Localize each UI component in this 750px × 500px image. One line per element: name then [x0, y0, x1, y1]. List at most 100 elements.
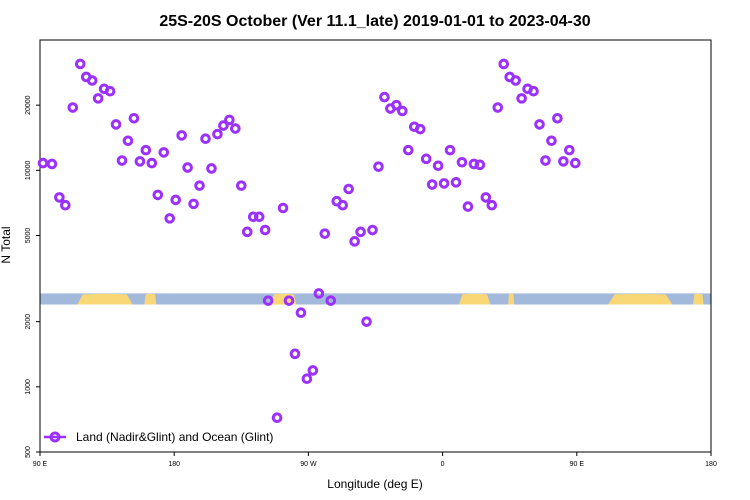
data-point [54, 192, 65, 203]
data-point [60, 199, 71, 211]
data-point [438, 178, 450, 189]
data-point [200, 133, 211, 145]
data-point [420, 153, 432, 165]
data-point [355, 226, 366, 238]
land-ocean-strip [40, 293, 711, 305]
data-point [176, 130, 187, 141]
y-axis: 500 1000 2000 5000 10000 20000 [25, 95, 40, 458]
data-point [236, 180, 247, 191]
data-point [528, 85, 539, 97]
data-point [534, 119, 545, 130]
data-point [164, 213, 176, 224]
data-point [450, 177, 462, 188]
x-tick-label: 180 [705, 461, 717, 468]
data-point [277, 202, 289, 214]
data-point [37, 157, 49, 169]
x-axis: 90 E 180 90 W 0 90 E 180 [33, 452, 717, 468]
data-point [319, 228, 331, 239]
data-point [480, 192, 492, 203]
data-point [247, 211, 259, 223]
data-point [224, 114, 235, 126]
x-tick-label: 180 [168, 461, 180, 468]
data-point [432, 160, 444, 172]
data-point [486, 199, 498, 211]
x-tick-label: 90 E [33, 461, 48, 468]
data-point [403, 144, 414, 156]
data-point [188, 198, 199, 210]
data-point [170, 194, 181, 206]
data-point [92, 93, 104, 104]
data-point [540, 155, 551, 166]
data-point [361, 316, 372, 327]
data-point [241, 226, 253, 238]
data-point [462, 201, 474, 212]
land-segment [693, 293, 704, 305]
x-tick-label: 90 E [570, 461, 585, 468]
data-points [37, 58, 581, 424]
data-point [218, 120, 229, 131]
data-point [283, 295, 295, 306]
data-point [570, 157, 581, 169]
data-point [295, 307, 307, 318]
data-point [444, 144, 456, 156]
data-point [152, 189, 164, 201]
data-point [116, 155, 128, 166]
data-point [46, 158, 58, 170]
legend: Land (Nadir&Glint) and Ocean (Glint) [44, 430, 273, 444]
data-point [212, 128, 223, 140]
data-point [146, 157, 158, 169]
data-point [516, 93, 527, 104]
data-point [140, 144, 152, 156]
y-tick-label: 10000 [25, 161, 32, 181]
data-point [110, 119, 122, 130]
data-point [564, 144, 575, 156]
data-point [349, 236, 360, 247]
data-point [373, 161, 384, 172]
data-point [74, 58, 86, 70]
land-segment [508, 293, 515, 305]
data-point [289, 348, 301, 360]
data-point [259, 224, 271, 236]
x-axis-label: Longitude (deg E) [327, 477, 422, 491]
data-point [262, 295, 274, 306]
data-point [414, 123, 426, 135]
data-point [194, 180, 205, 191]
data-point [182, 162, 193, 173]
data-point [158, 147, 170, 158]
land-segment [608, 293, 673, 305]
data-point [379, 91, 390, 103]
data-point [391, 99, 402, 111]
data-point [558, 156, 569, 167]
data-point [498, 58, 510, 70]
data-point [86, 75, 98, 86]
land-segment [77, 293, 133, 305]
data-point [313, 288, 325, 299]
y-tick-label: 1000 [25, 379, 32, 395]
data-point [271, 412, 283, 424]
data-point [468, 158, 480, 170]
y-tick-label: 2000 [25, 314, 32, 330]
legend-marker-icon [49, 431, 61, 443]
ocean-band [40, 293, 711, 305]
data-point [510, 75, 521, 86]
legend-entry: Land (Nadir&Glint) and Ocean (Glint) [76, 430, 273, 444]
x-tick-label: 0 [441, 461, 445, 468]
y-tick-label: 5000 [25, 228, 32, 244]
land-segment [144, 293, 157, 305]
data-point [337, 199, 348, 211]
y-tick-label: 500 [25, 446, 32, 458]
data-point [104, 85, 116, 97]
data-point [552, 112, 563, 124]
data-point [343, 183, 354, 195]
data-point [230, 123, 241, 134]
y-tick-label: 20000 [25, 95, 32, 115]
data-point [397, 105, 408, 117]
data-point [134, 156, 146, 167]
data-point [128, 112, 140, 124]
data-point [474, 159, 486, 171]
data-point [367, 224, 378, 236]
y-axis-label: N Total [0, 226, 13, 263]
data-point [492, 102, 504, 113]
data-point [122, 135, 134, 147]
